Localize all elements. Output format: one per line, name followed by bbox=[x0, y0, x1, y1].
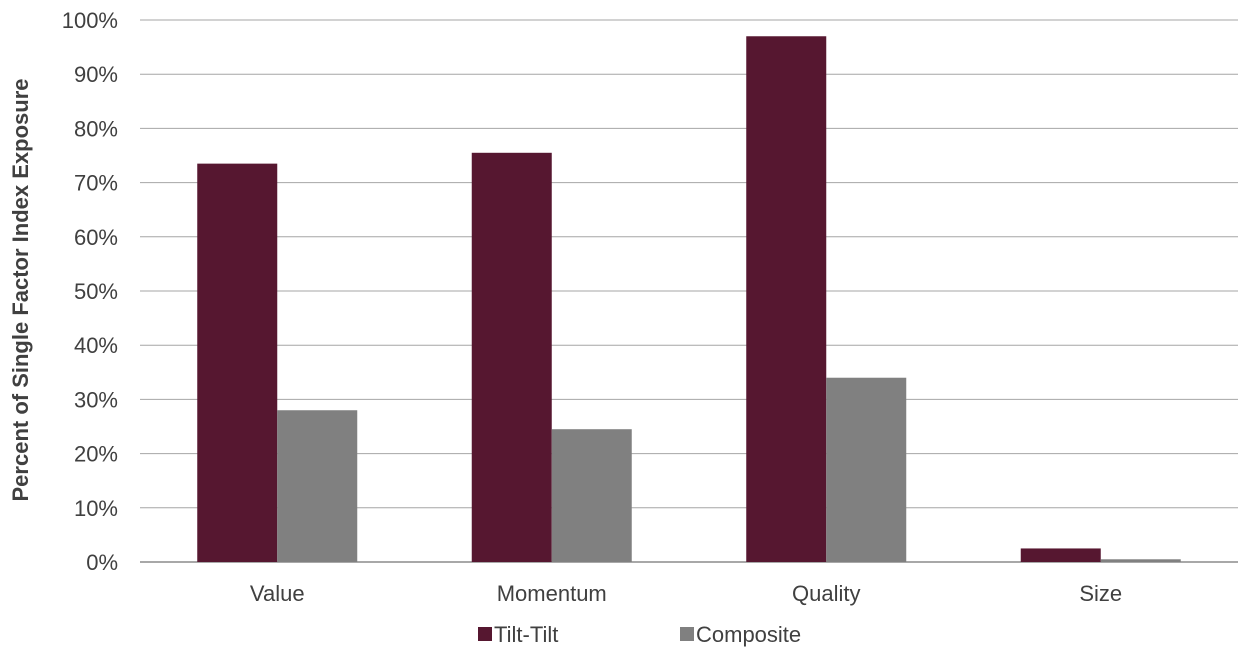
bar-tilt-tilt-momentum bbox=[471, 152, 552, 563]
x-category-label: Size bbox=[1079, 581, 1122, 606]
legend-swatch bbox=[478, 627, 492, 641]
y-tick-label: 0% bbox=[86, 550, 118, 575]
y-tick-label: 50% bbox=[74, 279, 118, 304]
legend-label: Composite bbox=[696, 622, 801, 647]
bars bbox=[197, 36, 1181, 563]
y-axis-title: Percent of Single Factor Index Exposure bbox=[8, 79, 33, 502]
x-category-label: Quality bbox=[792, 581, 860, 606]
y-tick-label: 100% bbox=[62, 8, 118, 33]
y-tick-label: 60% bbox=[74, 225, 118, 250]
legend: Tilt-Tilt Composite bbox=[478, 622, 801, 647]
y-tick-label: 20% bbox=[74, 442, 118, 467]
bar-tilt-tilt-value bbox=[197, 163, 278, 562]
x-category-label: Momentum bbox=[497, 581, 607, 606]
bar-composite-value bbox=[277, 410, 358, 562]
y-tick-label: 30% bbox=[74, 387, 118, 412]
bar-tilt-tilt-quality bbox=[746, 36, 827, 562]
bar-composite-size bbox=[1100, 559, 1181, 562]
y-tick-label: 40% bbox=[74, 333, 118, 358]
y-tick-label: 70% bbox=[74, 171, 118, 196]
bar-tilt-tilt-size bbox=[1020, 548, 1101, 562]
x-category-labels: Value Momentum Quality Size bbox=[250, 581, 1122, 606]
y-tick-label: 90% bbox=[74, 62, 118, 87]
y-tick-labels: 0% 10% 20% 30% 40% 50% 60% 70% 80% 90% 100% bbox=[62, 8, 118, 575]
y-tick-label: 80% bbox=[74, 116, 118, 141]
bar-composite-momentum bbox=[551, 429, 632, 562]
legend-label: Tilt-Tilt bbox=[494, 622, 558, 647]
bar-composite-quality bbox=[826, 377, 907, 562]
x-category-label: Value bbox=[250, 581, 305, 606]
y-tick-label: 10% bbox=[74, 496, 118, 521]
legend-swatch bbox=[680, 627, 694, 641]
